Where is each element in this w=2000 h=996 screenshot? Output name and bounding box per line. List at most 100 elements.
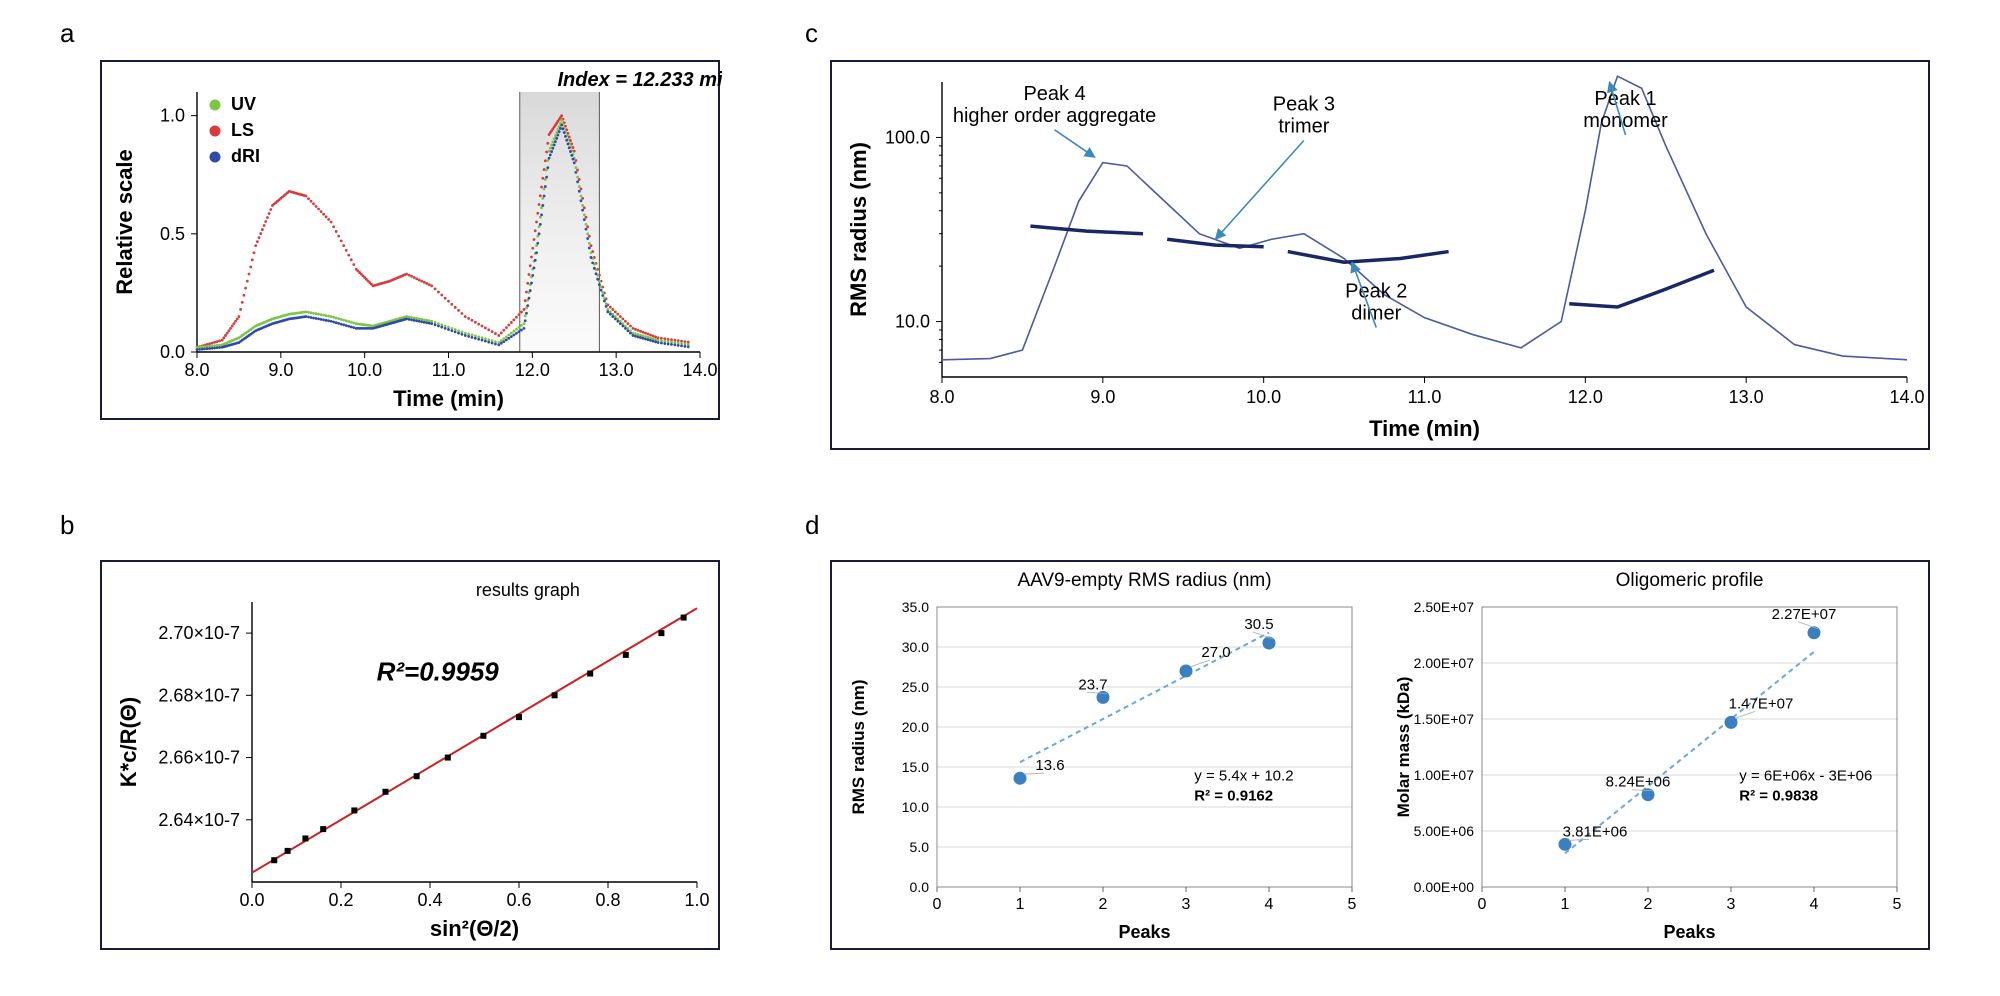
svg-text:0.0: 0.0	[239, 890, 264, 910]
svg-text:trimer: trimer	[1278, 116, 1329, 138]
svg-text:13.6: 13.6	[1035, 757, 1064, 774]
svg-text:1.0: 1.0	[160, 106, 185, 126]
svg-text:Relative scale: Relative scale	[112, 149, 137, 295]
svg-text:0.0: 0.0	[160, 342, 185, 362]
svg-text:Index = 12.233 min: Index = 12.233 min	[557, 69, 722, 91]
svg-text:2: 2	[1099, 896, 1108, 913]
svg-text:results graph: results graph	[476, 580, 580, 600]
svg-text:4: 4	[1265, 896, 1274, 913]
svg-text:AAV9-empty RMS radius (nm): AAV9-empty RMS radius (nm)	[1017, 570, 1271, 591]
svg-text:13.0: 13.0	[599, 360, 634, 380]
svg-text:12.0: 12.0	[515, 360, 550, 380]
svg-text:1.00E+07: 1.00E+07	[1414, 767, 1475, 783]
svg-text:UV: UV	[231, 94, 256, 114]
svg-text:Peak 3: Peak 3	[1273, 94, 1335, 116]
panel-label-c: c	[805, 18, 818, 49]
svg-text:1: 1	[1561, 896, 1570, 913]
svg-text:13.0: 13.0	[1729, 387, 1764, 407]
svg-text:LS: LS	[231, 120, 254, 140]
svg-text:0.6: 0.6	[506, 890, 531, 910]
svg-text:0.4: 0.4	[417, 890, 442, 910]
svg-text:30.0: 30.0	[902, 639, 929, 655]
svg-text:0.2: 0.2	[328, 890, 353, 910]
svg-text:14.0: 14.0	[1889, 387, 1924, 407]
svg-text:2.00E+07: 2.00E+07	[1414, 655, 1475, 671]
svg-text:12.0: 12.0	[1568, 387, 1603, 407]
svg-text:8.0: 8.0	[929, 387, 954, 407]
svg-text:monomer: monomer	[1583, 110, 1668, 132]
panel-d-chart: 0 1 2 3 4 5 0.0 5.0 10.0 15.0 20.0 25.0 30.0 35.0 13.6…	[830, 560, 1930, 950]
svg-text:higher order aggregate: higher order aggregate	[953, 105, 1156, 127]
svg-text:5: 5	[1348, 896, 1357, 913]
svg-text:2.50E+07: 2.50E+07	[1414, 599, 1475, 615]
svg-text:K*c/R(Θ): K*c/R(Θ)	[116, 697, 141, 787]
svg-text:Time (min): Time (min)	[1369, 416, 1480, 441]
panel-label-b: b	[60, 510, 74, 541]
svg-text:8.24E+06: 8.24E+06	[1606, 774, 1671, 791]
svg-text:y = 6E+06x - 3E+06: y = 6E+06x - 3E+06	[1739, 768, 1872, 785]
svg-text:dRI: dRI	[231, 146, 260, 166]
svg-text:2.68×10-7: 2.68×10-7	[158, 685, 240, 705]
svg-text:RMS radius (nm): RMS radius (nm)	[849, 679, 868, 814]
svg-text:y = 5.4x + 10.2: y = 5.4x + 10.2	[1194, 768, 1293, 785]
svg-text:Peaks: Peaks	[1663, 922, 1715, 942]
svg-text:1.50E+07: 1.50E+07	[1414, 711, 1475, 727]
svg-text:0: 0	[1478, 896, 1487, 913]
svg-text:Peak 1: Peak 1	[1594, 88, 1656, 110]
svg-text:10.0: 10.0	[1246, 387, 1281, 407]
svg-text:20.0: 20.0	[902, 719, 929, 735]
svg-text:3.81E+06: 3.81E+06	[1563, 823, 1628, 840]
svg-text:Oligomeric profile: Oligomeric profile	[1616, 570, 1764, 591]
svg-text:2.27E+07: 2.27E+07	[1772, 606, 1837, 623]
svg-text:2.66×10-7: 2.66×10-7	[158, 748, 240, 768]
svg-text:Molar mass (kDa): Molar mass (kDa)	[1394, 677, 1413, 818]
svg-text:2.70×10-7: 2.70×10-7	[158, 623, 240, 643]
svg-text:10.0: 10.0	[895, 312, 930, 332]
svg-text:Time (min): Time (min)	[393, 386, 504, 411]
svg-text:8.0: 8.0	[184, 360, 209, 380]
svg-text:23.7: 23.7	[1078, 676, 1107, 693]
svg-text:27.0: 27.0	[1201, 644, 1230, 661]
svg-text:R²=0.9959: R²=0.9959	[377, 656, 500, 686]
svg-text:14.0: 14.0	[682, 360, 717, 380]
svg-text:25.0: 25.0	[902, 679, 929, 695]
svg-text:100.0: 100.0	[885, 127, 930, 147]
svg-text:Peaks: Peaks	[1118, 922, 1170, 942]
svg-text:1.47E+07: 1.47E+07	[1729, 695, 1794, 712]
svg-text:5.00E+06: 5.00E+06	[1414, 823, 1475, 839]
svg-text:4: 4	[1810, 896, 1819, 913]
svg-text:0.8: 0.8	[595, 890, 620, 910]
panel-a-chart: 8.0 9.0 10.0 11.0 12.0 13.0 14.0 0.0 0.5 1.0 Time …	[100, 60, 720, 420]
panel-c-chart: 8.0 9.0 10.0 11.0 12.0 13.0 14.0 10.0 100.0 Peak …	[830, 60, 1930, 450]
svg-text:0.0: 0.0	[910, 879, 930, 895]
svg-text:1: 1	[1016, 896, 1025, 913]
svg-text:2: 2	[1644, 896, 1653, 913]
svg-text:5: 5	[1893, 896, 1902, 913]
svg-text:10.0: 10.0	[347, 360, 382, 380]
svg-text:5.0: 5.0	[910, 839, 930, 855]
svg-text:R² = 0.9838: R² = 0.9838	[1739, 788, 1818, 805]
svg-text:15.0: 15.0	[902, 759, 929, 775]
svg-text:3: 3	[1182, 896, 1191, 913]
svg-text:R² = 0.9162: R² = 0.9162	[1194, 788, 1273, 805]
svg-text:30.5: 30.5	[1244, 616, 1273, 633]
svg-text:sin²(Θ/2): sin²(Θ/2)	[430, 916, 519, 941]
svg-text:0.5: 0.5	[160, 224, 185, 244]
panel-b-chart: 0.0 0.2 0.4 0.6 0.8 1.0 2.64×10-7 2.66×10-7 2.68…	[100, 560, 720, 950]
svg-text:11.0: 11.0	[1408, 387, 1442, 407]
svg-text:0: 0	[933, 896, 942, 913]
svg-text:35.0: 35.0	[902, 599, 929, 615]
svg-text:RMS radius (nm): RMS radius (nm)	[846, 142, 871, 317]
panel-label-d: d	[805, 510, 819, 541]
svg-text:11.0: 11.0	[432, 360, 466, 380]
panel-label-a: a	[60, 18, 74, 49]
svg-text:1.0: 1.0	[684, 890, 709, 910]
svg-text:2.64×10-7: 2.64×10-7	[158, 810, 240, 830]
svg-text:Peak 4: Peak 4	[1023, 83, 1085, 105]
svg-text:0.00E+00: 0.00E+00	[1414, 879, 1475, 895]
svg-text:Peak 2: Peak 2	[1345, 281, 1407, 303]
svg-text:dimer: dimer	[1351, 303, 1401, 325]
svg-text:10.0: 10.0	[902, 799, 929, 815]
svg-text:9.0: 9.0	[268, 360, 293, 380]
svg-text:9.0: 9.0	[1090, 387, 1115, 407]
